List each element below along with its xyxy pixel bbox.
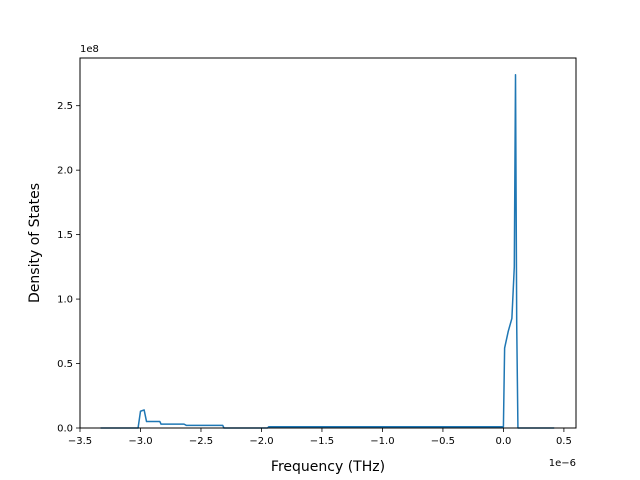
y-tick-label: 2.5 — [57, 101, 73, 112]
x-axis-ticks: −3.5 −3.0 −2.5 −2.0 −1.5 −1.0 −0.5 0.0 0.5 — [68, 428, 572, 447]
x-tick-label: −0.5 — [431, 436, 455, 447]
x-tick-label: −3.5 — [68, 436, 92, 447]
axes-background — [80, 58, 576, 428]
x-tick-label: 0.5 — [556, 436, 572, 447]
y-tick-label: 2.0 — [57, 166, 73, 177]
x-tick-label: −2.5 — [189, 436, 213, 447]
x-axis-label: Frequency (THz) — [271, 459, 385, 475]
x-tick-label: −2.0 — [249, 436, 273, 447]
x-offset-label: 1e−6 — [549, 458, 576, 469]
x-tick-label: 0.0 — [495, 436, 511, 447]
x-tick-label: −1.0 — [370, 436, 394, 447]
axes-frame — [79, 57, 577, 429]
y-tick-label: 1.0 — [57, 295, 73, 306]
x-tick-label: −1.5 — [310, 436, 334, 447]
y-tick-label: 0.5 — [57, 359, 73, 370]
y-tick-label: 0.0 — [57, 424, 73, 435]
y-axis-label: Density of States — [27, 183, 43, 303]
x-tick-label: −3.0 — [128, 436, 152, 447]
y-offset-label: 1e8 — [80, 44, 99, 55]
y-tick-label: 1.5 — [57, 230, 73, 241]
y-axis-ticks: 0.0 0.5 1.0 1.5 2.0 2.5 — [57, 101, 80, 435]
